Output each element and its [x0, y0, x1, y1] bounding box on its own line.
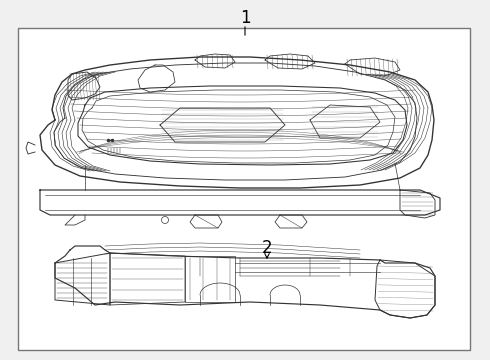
Text: 2: 2 [262, 239, 272, 257]
Text: 1: 1 [240, 9, 250, 27]
Bar [18, 28, 470, 350]
